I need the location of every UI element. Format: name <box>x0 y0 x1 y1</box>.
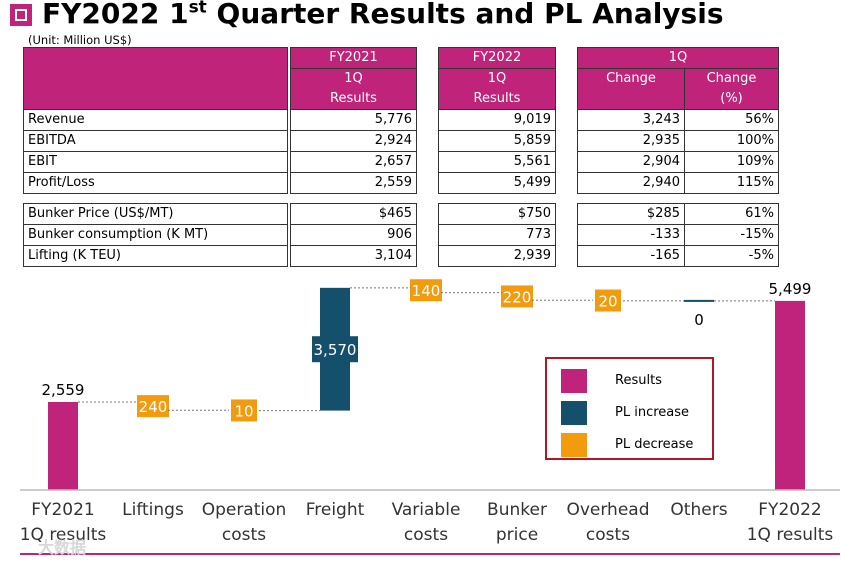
chart-legend: Results PL increase PL decrease <box>545 357 714 460</box>
bar-label: 3,570 <box>314 341 357 359</box>
table-row: Revenue <box>23 109 288 131</box>
table-row: 2,935 100% <box>577 130 779 152</box>
fy2022-value: 5,499 <box>438 172 556 194</box>
row-label: Bunker consumption (K MT) <box>23 224 288 246</box>
bar-label: 20 <box>598 293 617 311</box>
row-label: Profit/Loss <box>23 172 288 194</box>
x-tick-label: Others <box>670 500 727 520</box>
x-tick-label: Overhead <box>566 500 649 520</box>
fy2022-value: 2,939 <box>438 245 556 267</box>
legend-swatch-increase <box>561 401 587 425</box>
table-row: Lifting (K TEU) <box>23 245 288 267</box>
page-title: FY2022 1st Quarter Results and PL Analys… <box>42 0 724 30</box>
fy2022-header: FY2022 <box>438 47 556 69</box>
change-pct-value: 100% <box>684 130 779 152</box>
bar-label: 10 <box>234 402 253 420</box>
x-tick-label: Freight <box>306 500 365 520</box>
change-value: 2,935 <box>577 130 685 152</box>
fy2021-table: FY2021 1Q Results 5,776 2,924 2,657 2,559 $4… <box>290 47 417 267</box>
table-row: 3,104 <box>290 245 417 267</box>
x-tick-label: costs <box>404 525 448 545</box>
x-tick-label: 1Q results <box>747 525 834 545</box>
table-row: 5,499 <box>438 172 556 194</box>
table-row: Bunker consumption (K MT) <box>23 224 288 246</box>
bar-label: 2,559 <box>42 381 85 399</box>
bar-decrease-1 <box>137 395 169 418</box>
watermark: 大数据 <box>38 538 87 557</box>
x-tick-label: costs <box>586 525 630 545</box>
bar-label: 240 <box>139 398 168 416</box>
fy2021-value: 2,924 <box>290 130 417 152</box>
bar-decrease-6 <box>595 289 621 312</box>
change-value: 3,243 <box>577 109 685 131</box>
change-table: 1Q Change Change (%) 3,243 56% 2,935 100% 2,9… <box>577 47 779 267</box>
bar-label-box <box>312 336 358 363</box>
x-tick-label: 1Q results <box>20 525 107 545</box>
bar-label: 0 <box>694 311 704 329</box>
legend-label-increase: PL increase <box>615 405 690 420</box>
fy2022-value: $750 <box>438 203 556 225</box>
row-label: Lifting (K TEU) <box>23 245 288 267</box>
bar-label: 5,499 <box>769 280 812 298</box>
table-row: 2,559 <box>290 172 417 194</box>
x-tick-label: FY2022 <box>758 500 821 520</box>
change-value: -133 <box>577 224 685 246</box>
bar-increase-7 <box>684 299 714 302</box>
legend-label-results: Results <box>615 373 662 388</box>
fy2021-value: 906 <box>290 224 417 246</box>
fy2021-subheader: 1Q Results <box>290 68 417 110</box>
x-tick-label: costs <box>222 525 266 545</box>
change-value: 2,940 <box>577 172 685 194</box>
fy2021-value: 5,776 <box>290 109 417 131</box>
change-value: -165 <box>577 245 685 267</box>
table-row: Profit/Loss <box>23 172 288 194</box>
change-pct-value: 115% <box>684 172 779 194</box>
table-row: $285 61% <box>577 203 779 225</box>
fy2021-value: 2,559 <box>290 172 417 194</box>
fy2022-table: FY2022 1Q Results 9,019 5,859 5,561 5,499 $7… <box>438 47 556 267</box>
change-value: $285 <box>577 203 685 225</box>
legend-label-decrease: PL decrease <box>615 437 694 452</box>
table-row: 2,939 <box>438 245 556 267</box>
row-label: Revenue <box>23 109 288 131</box>
x-tick-label: Variable <box>392 500 461 520</box>
x-tick-label: price <box>496 525 538 545</box>
change-header: Change <box>577 68 685 110</box>
bar-label: 140 <box>412 282 441 300</box>
fy2021-value: 2,657 <box>290 151 417 173</box>
table-row: -165 -5% <box>577 245 779 267</box>
table-row: 906 <box>290 224 417 246</box>
table-row: 5,776 <box>290 109 417 131</box>
x-tick-label: Liftings <box>122 500 184 520</box>
title-square-icon <box>10 4 32 26</box>
table-row: -133 -15% <box>577 224 779 246</box>
bar-decrease-4 <box>410 279 442 302</box>
bar-label: 220 <box>503 288 532 306</box>
bar-decrease-5 <box>501 285 533 308</box>
row-labels-table: Revenue EBITDA EBIT Profit/Loss Bunker Pric… <box>23 47 288 267</box>
table-row: 2,924 <box>290 130 417 152</box>
x-tick-label: FY2021 <box>31 500 94 520</box>
fy2021-header: FY2021 <box>290 47 417 69</box>
unit-note: (Unit: Million US$) <box>28 33 132 47</box>
fy2022-subheader: 1Q Results <box>438 68 556 110</box>
fy2021-value: 3,104 <box>290 245 417 267</box>
legend-swatch-decrease <box>561 433 587 457</box>
change-pct-value: -5% <box>684 245 779 267</box>
table-row: 3,243 56% <box>577 109 779 131</box>
bar-decrease-2 <box>231 399 257 422</box>
change-pct-header: Change (%) <box>684 68 779 110</box>
x-tick-label: Operation <box>202 500 287 520</box>
legend-swatch-results <box>561 369 587 393</box>
table-row: 2,940 115% <box>577 172 779 194</box>
header-blank <box>23 47 288 110</box>
table-row: $750 <box>438 203 556 225</box>
x-tick-label: Bunker <box>487 500 547 520</box>
bar-results-0 <box>48 402 78 490</box>
bar-results-8 <box>775 300 805 490</box>
table-row: 2,657 <box>290 151 417 173</box>
